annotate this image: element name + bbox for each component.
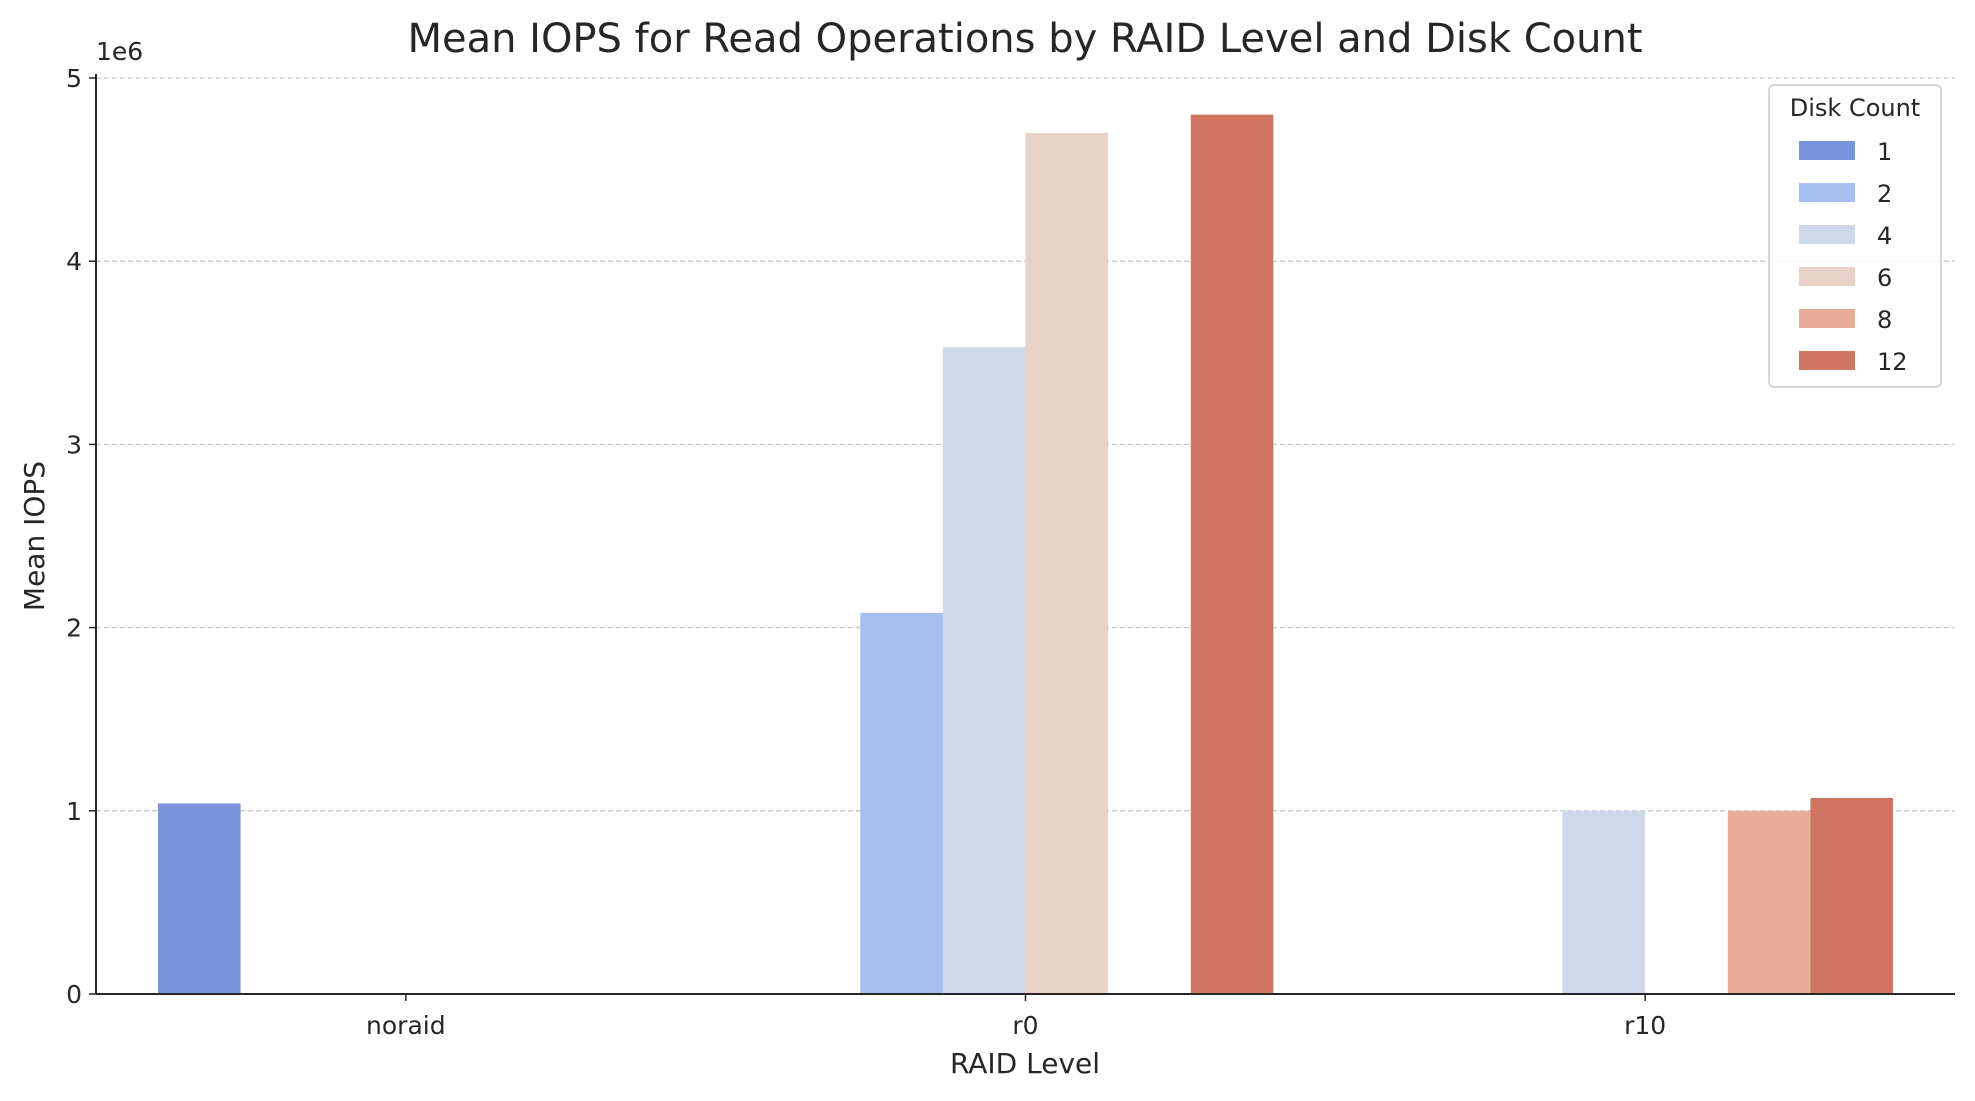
legend-swatch-12 — [1799, 351, 1855, 370]
y-tick-label: 4 — [66, 247, 82, 276]
legend-swatch-8 — [1799, 309, 1855, 328]
legend-swatch-2 — [1799, 183, 1855, 202]
legend-label-1: 1 — [1877, 138, 1892, 166]
legend-swatch-1 — [1799, 141, 1855, 160]
bar-r10-12 — [1810, 797, 1894, 994]
bar-noraid-1 — [157, 803, 241, 994]
y-offset-label: 1e6 — [96, 37, 143, 66]
x-tick-label: r10 — [1624, 1011, 1666, 1040]
bar-r10-4 — [1562, 810, 1646, 994]
y-axis-label: Mean IOPS — [18, 461, 51, 611]
y-tick-label: 2 — [66, 614, 82, 643]
legend-label-4: 4 — [1877, 222, 1892, 250]
bar-r0-4 — [942, 347, 1026, 995]
legend-swatch-6 — [1799, 267, 1855, 286]
x-tick-label: noraid — [366, 1011, 446, 1040]
x-axis-label: RAID Level — [950, 1047, 1100, 1080]
legend-swatch-4 — [1799, 225, 1855, 244]
x-tick-label: r0 — [1012, 1011, 1038, 1040]
legend-label-2: 2 — [1877, 180, 1892, 208]
y-tick-label: 0 — [66, 980, 82, 1009]
bar-r0-2 — [860, 612, 943, 994]
bar-r10-8 — [1727, 810, 1811, 994]
legend-label-6: 6 — [1877, 264, 1892, 292]
legend-label-12: 12 — [1877, 348, 1908, 376]
y-tick-label: 5 — [66, 64, 82, 93]
bar-r0-12 — [1190, 114, 1274, 994]
bar-r0-6 — [1025, 132, 1109, 994]
legend-label-8: 8 — [1877, 306, 1892, 334]
y-tick-label: 3 — [66, 430, 82, 459]
y-tick-label: 1 — [66, 797, 82, 826]
legend-title: Disk Count — [1790, 94, 1920, 122]
chart-title: Mean IOPS for Read Operations by RAID Le… — [407, 16, 1642, 62]
